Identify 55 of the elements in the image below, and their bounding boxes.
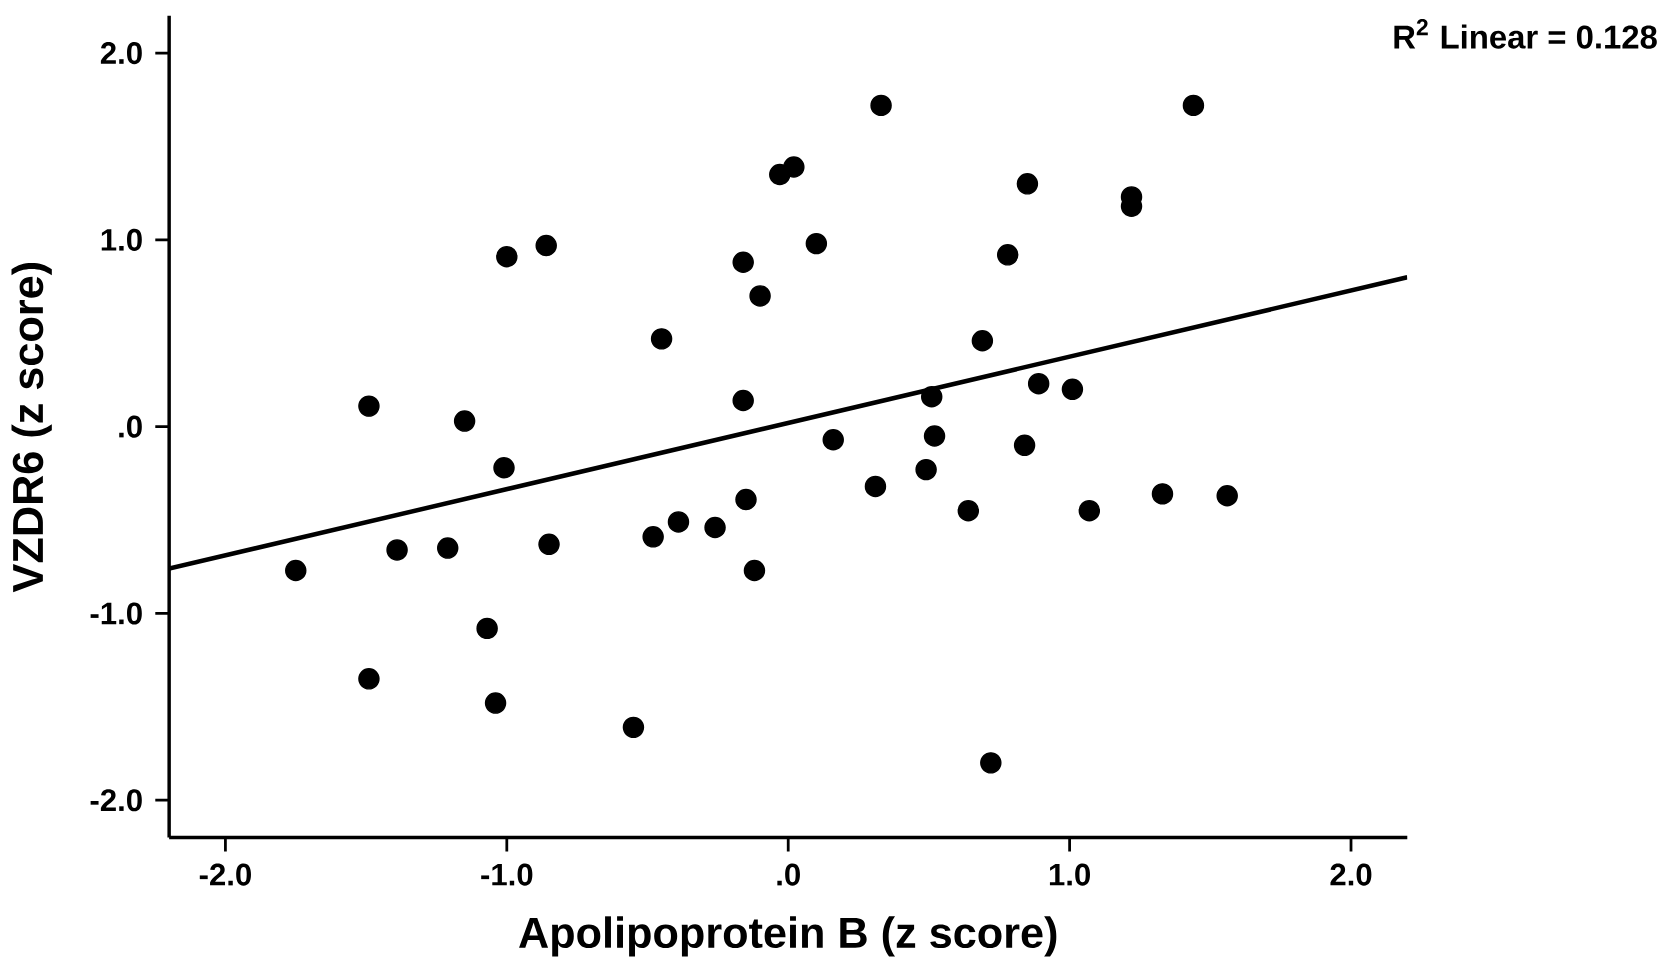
y-tick-label: -1.0 [90,602,142,625]
point [732,389,754,412]
point [285,559,307,582]
point [1216,484,1238,507]
point [783,156,805,178]
point [732,251,754,273]
point [864,475,887,498]
y-tick-label: 2.0 [100,41,142,65]
x-tick-label: -1.0 [481,863,533,886]
point [996,244,1019,266]
point [476,617,498,640]
point [805,232,828,255]
point [957,499,980,522]
point [1013,434,1036,456]
y-tick-label: .0 [119,415,142,438]
point [735,488,757,511]
point [980,752,1002,774]
point [1027,372,1050,395]
point [822,428,844,451]
y-axis-title: VZDR6 (z score) [11,262,52,593]
point [358,395,380,417]
x-tick-label: 2.0 [1330,863,1372,886]
point [358,668,380,690]
y-tick-label: 1.0 [101,228,142,251]
point [749,285,771,307]
point [1151,483,1174,505]
point [493,456,515,479]
x-axis-title: Apolipoprotein B (z score) [519,916,1057,957]
point [971,329,994,352]
point [650,328,673,350]
annotation: R$^{2}$ Linear = 0.128 [1394,19,1657,49]
x-tick-label: -2.0 [199,863,251,886]
point [386,539,408,561]
point [642,526,664,548]
point [496,245,518,268]
point [1061,378,1084,400]
point [538,533,560,555]
point [437,537,459,559]
y-tick-label: -2.0 [90,789,142,812]
point [923,425,946,447]
point [622,716,645,739]
point [870,94,892,117]
x-tick-label: 1.0 [1049,863,1090,886]
point [915,458,937,481]
point [535,234,557,257]
point [453,410,476,432]
point [1078,499,1101,522]
point [704,516,726,539]
point [743,559,766,582]
point [1182,94,1205,117]
point [921,385,943,408]
x-tick-label: .0 [777,863,800,886]
point [484,692,507,714]
point [667,511,690,533]
point [1016,173,1039,195]
